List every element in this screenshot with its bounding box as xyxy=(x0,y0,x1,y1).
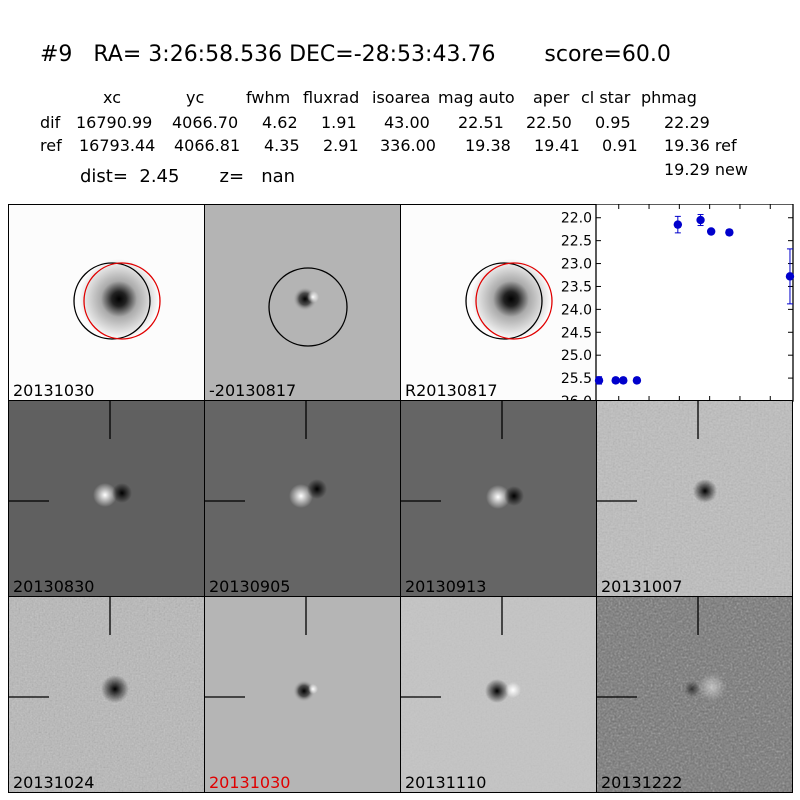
dist-z-line: dist= 2.45 z= nan xyxy=(80,166,296,187)
noise-texture xyxy=(597,401,792,596)
ref-fluxrad: 2.91 xyxy=(323,136,359,155)
faint-dark-blob xyxy=(684,681,700,697)
dark-source xyxy=(693,479,717,503)
col-header-phmag: phmag xyxy=(641,88,697,107)
red-aperture-circle xyxy=(83,262,161,340)
dark-lobe xyxy=(504,486,524,506)
data-point xyxy=(725,228,734,237)
black-aperture-circle xyxy=(268,267,348,347)
stamp-label: 20131110 xyxy=(405,773,487,793)
dif-xc: 16790.99 xyxy=(76,113,153,132)
col-header-xc: xc xyxy=(103,88,121,107)
col-header-fwhm: fwhm xyxy=(246,88,291,107)
data-point xyxy=(611,376,620,385)
ref-yc: 4066.81 xyxy=(174,136,241,155)
stamp-20131007: 20131007 xyxy=(596,400,793,597)
y-tick-label: 23.5 xyxy=(561,279,592,295)
stamp-20131222: 20131222 xyxy=(596,596,793,793)
light-curve-svg: 22.022.523.023.524.024.525.025.526.0−60−… xyxy=(561,204,795,425)
stamp-label: 20130913 xyxy=(405,577,487,597)
col-header-mag-auto: mag auto xyxy=(438,88,515,107)
stamp-label: 20131030 xyxy=(13,381,95,401)
stamp-20131030-diff: 20131030 xyxy=(204,596,401,793)
data-point xyxy=(594,376,604,385)
dif-fluxrad: 1.91 xyxy=(321,113,357,132)
dif-phmag: 22.29 xyxy=(664,113,710,132)
stamp-20130913: 20130913 xyxy=(400,400,597,597)
stamp-label: R20130817 xyxy=(405,381,498,401)
y-tick-label: 22.0 xyxy=(561,211,592,227)
ref-cl-star: 0.91 xyxy=(602,136,638,155)
bright-lobe xyxy=(289,484,313,508)
data-point xyxy=(619,376,628,385)
stamp-reference: R20130817 xyxy=(400,204,597,401)
data-point xyxy=(696,215,705,225)
red-aperture-circle xyxy=(475,262,553,340)
dif-fwhm: 4.62 xyxy=(262,113,298,132)
stamp-20130905: 20130905 xyxy=(204,400,401,597)
col-header-yc: yc xyxy=(186,88,205,107)
stamp-label: 20130905 xyxy=(209,577,291,597)
bright-lobe xyxy=(486,485,510,509)
y-tick-label: 25.5 xyxy=(561,371,592,387)
dark-source xyxy=(101,675,129,703)
ref-fwhm: 4.35 xyxy=(264,136,300,155)
col-header-fluxrad: fluxrad xyxy=(303,88,360,107)
ref-phmag: 19.36 ref xyxy=(664,136,737,155)
new-phmag: 19.29 new xyxy=(664,160,748,179)
row-label-ref: ref xyxy=(40,136,62,155)
plot-frame xyxy=(595,204,794,402)
y-tick-label: 22.5 xyxy=(561,234,592,250)
col-header-aper: aper xyxy=(533,88,570,107)
data-point xyxy=(632,376,642,385)
y-tick-label: 24.0 xyxy=(561,302,592,318)
col-header-isoarea: isoarea xyxy=(372,88,431,107)
col-header-cl-star: cl star xyxy=(581,88,631,107)
ref-mag-auto: 19.38 xyxy=(465,136,511,155)
bright-residual xyxy=(307,291,319,303)
stamp-label: 20131222 xyxy=(601,773,683,793)
dif-aper: 22.50 xyxy=(526,113,572,132)
dif-mag-auto: 22.51 xyxy=(458,113,504,132)
bright-lobe xyxy=(93,483,117,507)
bright-lobe xyxy=(505,682,521,698)
row-label-dif: dif xyxy=(40,113,61,132)
dark-lobe xyxy=(307,479,327,499)
black-aperture-circle xyxy=(465,262,543,340)
star-psf xyxy=(471,259,551,339)
stamp-label-highlight: 20131030 xyxy=(209,773,291,793)
data-point xyxy=(673,220,683,229)
data-point xyxy=(706,227,716,236)
stamp-new-ref: 20131030 xyxy=(8,204,205,401)
y-tick-label: 25.0 xyxy=(561,348,592,364)
candidate-title: #9 RA= 3:26:58.536 DEC=-28:53:43.76 scor… xyxy=(40,42,671,67)
stamp-label: -20130817 xyxy=(209,381,297,401)
ref-aper: 19.41 xyxy=(534,136,580,155)
star-psf xyxy=(79,259,159,339)
light-curve-chart: 22.022.523.023.524.024.525.025.526.0−60−… xyxy=(540,204,800,429)
data-point xyxy=(785,272,795,281)
stamp-20130830: 20130830 xyxy=(8,400,205,597)
dif-cl-star: 0.95 xyxy=(595,113,631,132)
stamp-20131024: 20131024 xyxy=(8,596,205,793)
y-tick-label: 23.0 xyxy=(561,257,592,273)
faint-bright-blob xyxy=(698,673,726,701)
black-aperture-circle xyxy=(73,262,151,340)
stamp-label: 20130830 xyxy=(13,577,95,597)
dif-yc: 4066.70 xyxy=(172,113,239,132)
bright-residual xyxy=(308,684,318,694)
y-tick-label: 24.5 xyxy=(561,325,592,341)
ref-xc: 16793.44 xyxy=(79,136,156,155)
stamp-20131110: 20131110 xyxy=(400,596,597,793)
dark-lobe xyxy=(112,483,132,503)
dark-lobe xyxy=(485,679,509,703)
stamp-label: 20131007 xyxy=(601,577,683,597)
stamp-diff-template: -20130817 xyxy=(204,204,401,401)
stamp-label: 20131024 xyxy=(13,773,95,793)
dif-isoarea: 43.00 xyxy=(384,113,430,132)
ref-isoarea: 336.00 xyxy=(380,136,436,155)
